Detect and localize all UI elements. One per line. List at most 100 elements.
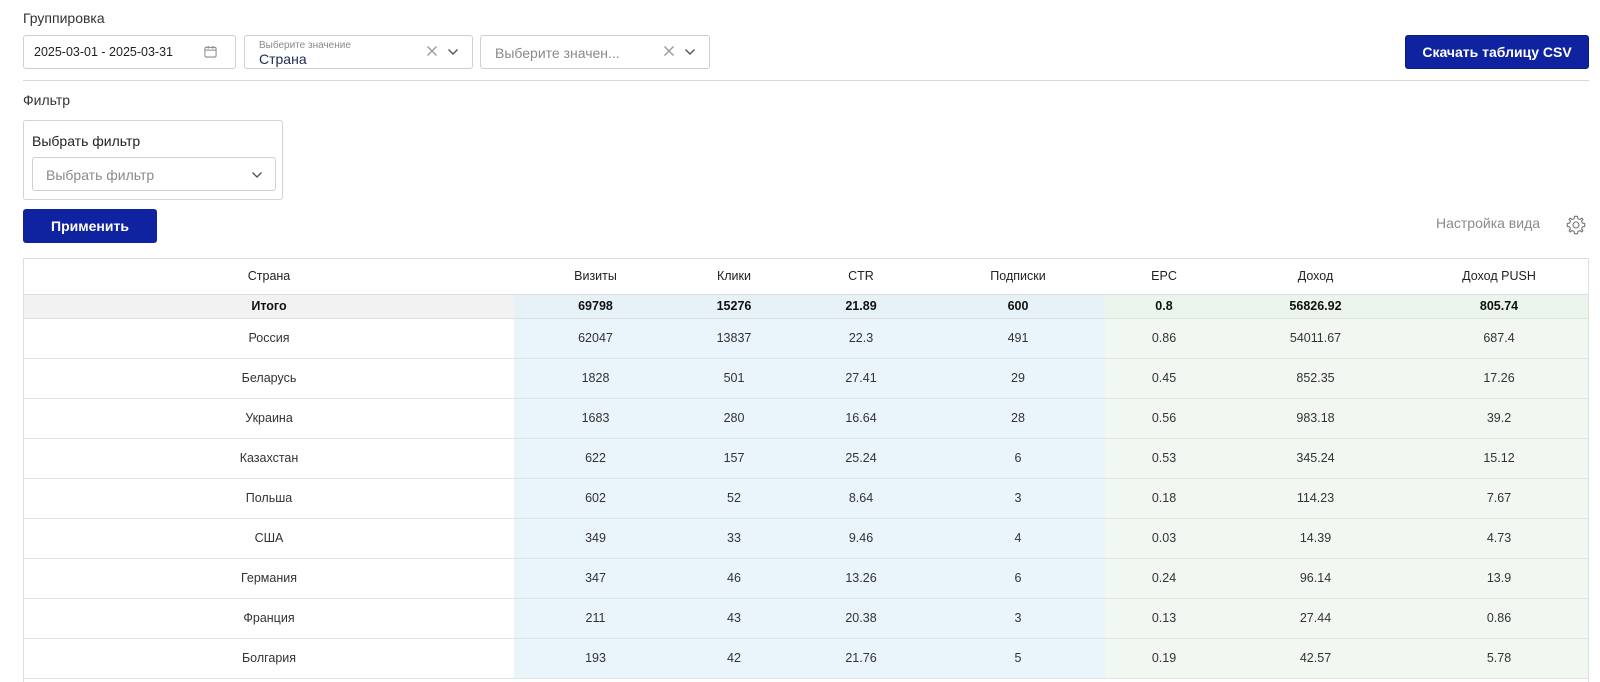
table-row: Украина 1683 280 16.64 28 0.56 983.18 39.2 — [24, 398, 1588, 439]
table-cell: 5.78 — [1408, 638, 1588, 679]
table-cell: 687.4 — [1408, 318, 1588, 359]
table-cell: 33 — [677, 518, 791, 559]
table-cell: 25.24 — [791, 438, 931, 479]
table-cell: 0.86 — [1105, 318, 1223, 359]
table-cell: 0.45 — [1105, 358, 1223, 399]
table-cell: 96.14 — [1223, 558, 1408, 599]
table-cell: 622 — [514, 438, 677, 479]
table-cell: 4.73 — [1408, 518, 1588, 559]
table-cell: 0.8 — [1105, 294, 1223, 319]
column-header-ctr[interactable]: CTR — [791, 259, 931, 295]
column-header-epc[interactable]: EPC — [1105, 259, 1223, 295]
table-cell: 602 — [514, 478, 677, 519]
table-cell: 983.18 — [1223, 398, 1408, 439]
table-cell: 46 — [677, 558, 791, 599]
table-row: Казахстан 622 157 25.24 6 0.53 345.24 15.12 — [24, 438, 1588, 479]
table-cell: 69798 — [514, 294, 677, 319]
table-cell: США — [24, 518, 514, 559]
table-cell: 39.2 — [1408, 398, 1588, 439]
select-mini-label: Выберите значение — [259, 40, 351, 51]
select-value: Страна — [259, 51, 307, 67]
chevron-down-icon[interactable] — [684, 47, 696, 57]
table-cell: 22.3 — [791, 318, 931, 359]
table-row: Германия 347 46 13.26 6 0.24 96.14 13.9 — [24, 558, 1588, 599]
table-cell: 42 — [677, 638, 791, 679]
column-header-clicks[interactable]: Клики — [677, 259, 791, 295]
table-cell: 347 — [514, 558, 677, 599]
table-cell: 62047 — [514, 318, 677, 359]
clear-icon[interactable] — [425, 44, 439, 58]
download-csv-button[interactable]: Скачать таблицу CSV — [1405, 35, 1589, 69]
table-cell: 17.26 — [1408, 358, 1588, 399]
table-cell: Польша — [24, 478, 514, 519]
table-cell: 3 — [931, 478, 1105, 519]
table-cell: 29 — [931, 358, 1105, 399]
chevron-down-icon[interactable] — [447, 47, 459, 57]
table-cell: 349 — [514, 518, 677, 559]
table-cell: 52 — [677, 478, 791, 519]
table-cell: 0.53 — [1105, 438, 1223, 479]
table-cell: 600 — [931, 294, 1105, 319]
table-row: Польша 602 52 8.64 3 0.18 114.23 7.67 — [24, 478, 1588, 519]
column-header-country[interactable]: Страна — [24, 259, 514, 295]
table-cell: 13837 — [677, 318, 791, 359]
table-cell: 8.64 — [791, 478, 931, 519]
filter-select[interactable]: Выбрать фильтр — [32, 157, 276, 191]
column-header-revenue-push[interactable]: Доход PUSH — [1408, 259, 1588, 295]
table-cell: 0.18 — [1105, 478, 1223, 519]
table-cell: 0.24 — [1105, 558, 1223, 599]
table-cell: Россия — [24, 318, 514, 359]
table-cell: 13.9 — [1408, 558, 1588, 599]
table-cell: 0.03 — [1105, 518, 1223, 559]
table-cell: 345.24 — [1223, 438, 1408, 479]
table-cell: 21.76 — [791, 638, 931, 679]
table-cell: 13.26 — [791, 558, 931, 599]
table-cell: Итого — [24, 294, 514, 319]
table-row: Беларусь 1828 501 27.41 29 0.45 852.35 17.26 — [24, 358, 1588, 399]
table-cell: 501 — [677, 358, 791, 399]
view-settings-link[interactable]: Настройка вида — [1436, 215, 1541, 231]
table-cell: 56826.92 — [1223, 294, 1408, 319]
table-cell: 0.56 — [1105, 398, 1223, 439]
table-cell: Франция — [24, 598, 514, 639]
table-cell: 193 — [514, 638, 677, 679]
table-cell: Казахстан — [24, 438, 514, 479]
table-cell: 21.89 — [791, 294, 931, 319]
table-cell: Болгария — [24, 638, 514, 679]
table-cell: 157 — [677, 438, 791, 479]
filter-panel: Выбрать фильтр Выбрать фильтр — [23, 120, 283, 200]
table-cell: 27.44 — [1223, 598, 1408, 639]
table-cell: 0.13 — [1105, 598, 1223, 639]
table-total-row: Итого 69798 15276 21.89 600 0.8 56826.92… — [24, 294, 1588, 319]
column-header-subscriptions[interactable]: Подписки — [931, 259, 1105, 295]
apply-button[interactable]: Применить — [23, 209, 157, 243]
table-row: Франция 211 43 20.38 3 0.13 27.44 0.86 — [24, 598, 1588, 639]
table-cell: 0.86 — [1408, 598, 1588, 639]
column-header-revenue[interactable]: Доход — [1223, 259, 1408, 295]
table-cell: 20.38 — [791, 598, 931, 639]
divider — [23, 80, 1589, 81]
grouping-select-country[interactable]: Выберите значение Страна — [244, 35, 473, 69]
table-cell: Украина — [24, 398, 514, 439]
table-cell: 16.64 — [791, 398, 931, 439]
select-placeholder: Выберите значен... — [495, 45, 620, 61]
table-cell: 15276 — [677, 294, 791, 319]
column-header-visits[interactable]: Визиты — [514, 259, 677, 295]
clear-icon[interactable] — [662, 44, 676, 58]
table-cell: 0.19 — [1105, 638, 1223, 679]
table-cell: 14.39 — [1223, 518, 1408, 559]
table-cell: 15.12 — [1408, 438, 1588, 479]
table-cell: 6 — [931, 438, 1105, 479]
table-cell: 42.57 — [1223, 638, 1408, 679]
calendar-icon — [204, 45, 217, 58]
table-cell: 9.46 — [791, 518, 931, 559]
grouping-section-label: Группировка — [23, 10, 105, 26]
table-cell: Германия — [24, 558, 514, 599]
filter-section-label: Фильтр — [23, 92, 71, 108]
chevron-down-icon[interactable] — [251, 170, 263, 180]
gear-icon[interactable] — [1565, 214, 1587, 236]
table-cell: 4 — [931, 518, 1105, 559]
table-cell: 280 — [677, 398, 791, 439]
date-range-picker[interactable]: 2025-03-01 - 2025-03-31 — [23, 35, 236, 69]
grouping-select-secondary[interactable]: Выберите значен... — [480, 35, 710, 69]
